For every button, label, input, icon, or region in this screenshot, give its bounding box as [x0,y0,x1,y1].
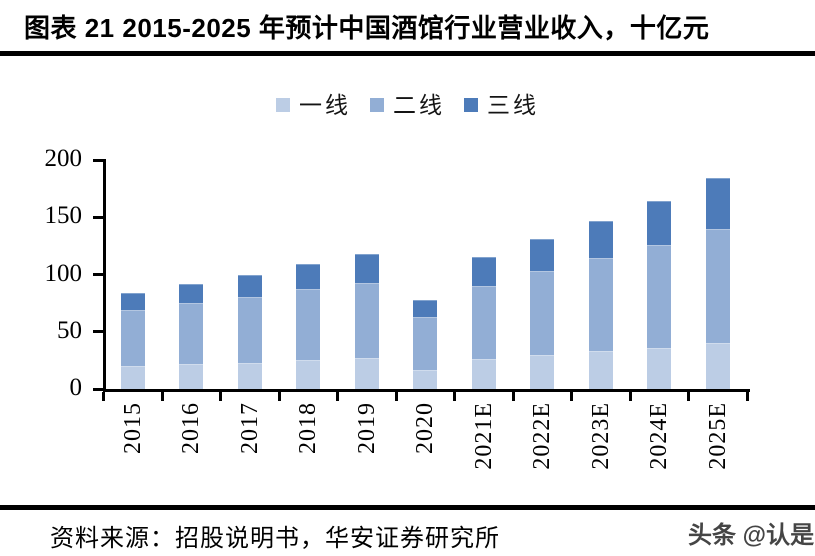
bar-2022E [530,239,555,389]
bar-segment-一线 [237,362,262,389]
y-axis-tick [93,215,104,219]
x-tick-label: 2016 [178,402,205,454]
legend-swatch-icon [370,98,384,112]
bar-2023E [588,220,613,389]
x-axis-tick [394,392,398,401]
bar-2015 [120,292,145,389]
y-tick-label: 100 [44,259,83,287]
bar-segment-三线 [588,220,613,259]
x-axis-line [103,389,750,392]
x-tick-label: 2020 [412,402,439,454]
bar-segment-一线 [647,347,672,389]
x-tick-label: 2017 [236,402,263,454]
legend-swatch-icon [464,98,478,112]
x-tick-label: 2019 [353,402,380,454]
legend-label: 二线 [393,92,445,118]
x-tick-label: 2018 [295,402,322,454]
bar-segment-一线 [296,360,321,389]
y-tick-label: 150 [44,202,83,230]
bar-segment-三线 [413,299,438,317]
bar-segment-二线 [354,282,379,359]
bar-segment-二线 [237,297,262,363]
x-axis-tick [511,392,515,401]
bar-2016 [179,283,204,389]
bar-2024E [647,201,672,389]
x-axis-tick [687,392,690,401]
legend-item-二线: 二线 [370,94,445,117]
y-tick-label: 50 [57,316,82,344]
title-divider [0,51,815,56]
bar-segment-二线 [530,271,555,355]
plot-area [104,160,748,389]
bar-segment-三线 [471,257,496,286]
bar-segment-二线 [413,316,438,370]
legend-swatch-icon [276,98,290,112]
bar-2018 [296,264,321,389]
bar-segment-二线 [705,228,730,344]
bar-segment-二线 [179,303,204,364]
bar-segment-二线 [120,310,145,367]
legend-item-一线: 一线 [276,94,351,117]
x-axis-tick [219,392,222,401]
y-axis-tick [93,330,104,334]
x-tick-label: 2015 [119,402,146,454]
y-axis-tick [93,387,104,391]
bar-2020 [413,299,438,389]
bar-segment-一线 [179,363,204,389]
bar-segment-一线 [588,351,613,389]
watermark: 头条 @认是 [688,522,815,549]
x-axis-tick [336,392,339,401]
bar-segment-三线 [530,239,555,272]
bar-segment-三线 [647,201,672,245]
bar-2019 [354,253,379,389]
x-axis-tick [102,392,105,401]
x-axis-tick [453,392,456,401]
bar-segment-二线 [296,289,321,361]
x-axis-tick [745,392,749,401]
bar-segment-三线 [120,292,145,311]
x-tick-label: 2024E [646,402,673,470]
x-axis-tick [628,392,632,401]
x-axis-tick [570,392,573,401]
bar-2021E [471,257,496,389]
x-tick-label: 2025E [704,402,731,470]
chart-legend: 一线 二线 三线 [0,91,815,119]
bar-segment-三线 [179,283,204,304]
y-tick-label: 200 [44,145,83,172]
bar-2017 [237,274,262,389]
bar-segment-二线 [471,285,496,360]
bar-segment-二线 [647,244,672,348]
bar-segment-一线 [413,369,438,389]
x-tick-label: 2023E [587,402,614,470]
footer-divider [0,505,815,510]
bar-segment-一线 [120,366,145,389]
y-axis-tick [93,273,104,276]
figure-title: 图表 21 2015-2025 年预计中国酒馆行业营业收入，十亿元 [24,13,710,43]
x-axis-tick [160,392,164,401]
x-tick-label: 2022E [529,402,556,470]
bar-segment-一线 [705,343,730,389]
y-axis-tick [93,158,104,162]
source-note: 资料来源：招股说明书，华安证券研究所 [50,526,500,552]
bar-segment-三线 [237,274,262,298]
legend-label: 三线 [487,92,539,118]
bar-segment-一线 [471,359,496,389]
y-axis-line [103,159,106,392]
bar-2025E [705,178,730,389]
bar-segment-一线 [530,354,555,389]
y-tick-label: 0 [69,374,83,401]
bar-segment-三线 [296,264,321,290]
legend-label: 一线 [299,92,351,118]
legend-item-三线: 三线 [464,94,539,117]
bar-segment-三线 [705,178,730,229]
bar-segment-三线 [354,253,379,283]
bar-segment-二线 [588,258,613,352]
x-tick-label: 2021E [470,402,497,470]
x-axis-tick [277,392,281,401]
bar-segment-一线 [354,358,379,389]
